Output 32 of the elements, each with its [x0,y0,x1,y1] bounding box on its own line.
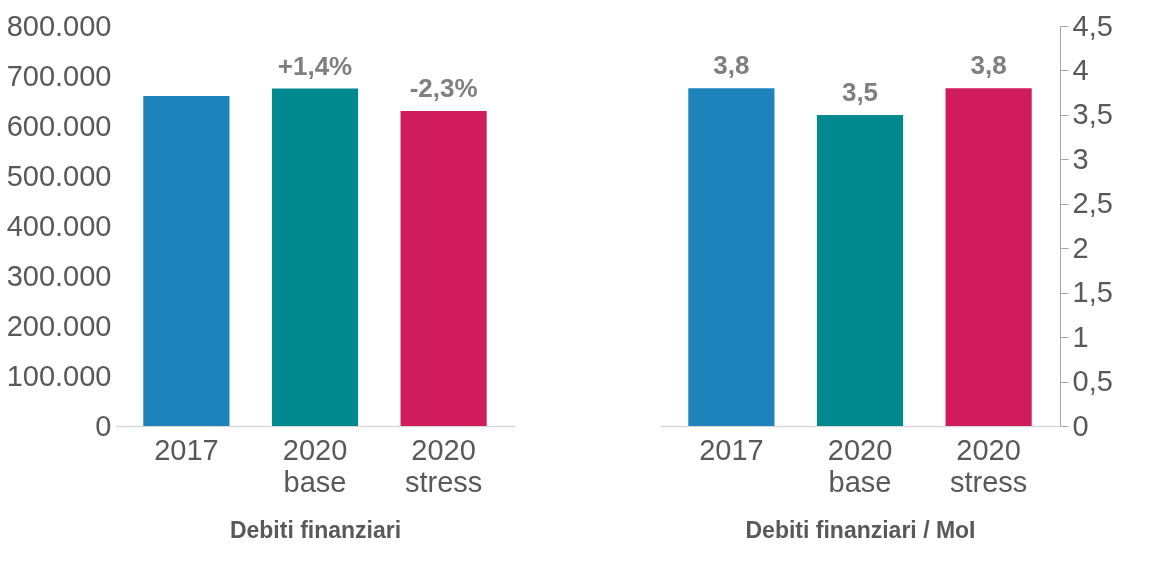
y2-tick-label: 4,5 [1072,9,1113,42]
y-tick-label: 400.000 [6,209,112,242]
y2-tick-label: 0 [1072,409,1089,442]
x-tick-label: 2017 [699,433,764,466]
x-tick-label: 2020 base [282,433,348,498]
data-label: 3,8 [970,50,1007,81]
y2-tick-label: 3,5 [1072,98,1113,131]
y-tick-label: 700.000 [6,59,112,92]
x-axis-title: Debiti finanziari [229,516,402,543]
y2-tick-label: 4 [1072,53,1089,86]
y-tick-label: 600.000 [6,109,112,142]
x-axis-title: Debiti finanziari / MoI [745,516,976,543]
y2-tick-label: 3 [1072,142,1089,175]
y-tick-label: 800.000 [6,9,112,42]
annotation: +1,4% [277,50,353,81]
y2-tick-label: 1,5 [1072,276,1113,309]
y2-tick-label: 2 [1072,231,1089,264]
y2-tick-label: 0,5 [1072,365,1113,398]
y-tick-label: 200.000 [6,309,112,342]
y2-tick-label: 1 [1072,320,1089,353]
x-tick-label: 2020 stress [949,433,1028,498]
annotation: -2,3% [409,73,478,103]
data-label: 3,8 [713,50,750,81]
y-tick-label: 300.000 [6,259,112,292]
y2-tick-label: 2,5 [1072,187,1113,220]
data-label: 3,5 [841,76,879,107]
x-tick-label: 2017 [154,433,219,466]
y-tick-label: 0 [95,409,112,442]
y-tick-label: 100.000 [6,359,112,392]
y-tick-label: 500.000 [6,159,112,192]
x-tick-label: 2020 stress [404,433,483,498]
x-tick-label: 2020 base [827,433,893,498]
